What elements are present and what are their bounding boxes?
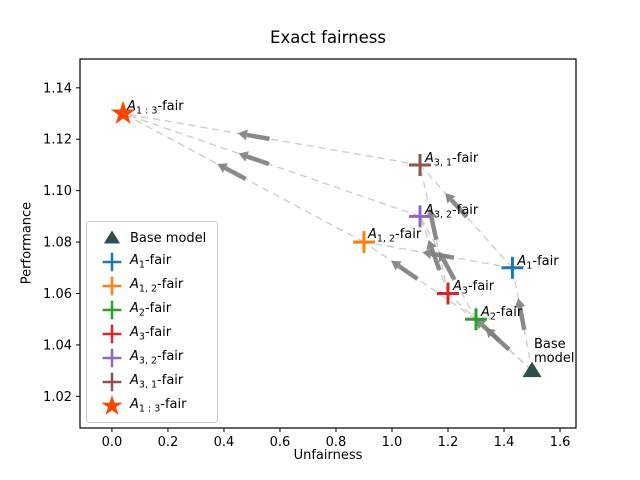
plot-border — [79, 58, 577, 429]
x-tick-label: 1.2 — [438, 435, 459, 450]
legend-label-base: Base model — [130, 230, 207, 246]
arrow-base-a3 — [475, 318, 501, 343]
x-axis-label: Unfairness — [293, 448, 363, 463]
legend-item-a31: A3, 1-fair — [91, 370, 217, 394]
point-label-a2: A2-fair — [481, 305, 523, 323]
legend-marker-a32 — [102, 348, 122, 368]
legend-item-a2: A2-fair — [91, 298, 217, 322]
y-tick-label: 1.10 — [43, 184, 72, 199]
legend-marker-base — [103, 230, 121, 244]
point-label-a3: A3-fair — [453, 278, 495, 297]
point-label-a31: A3, 1-fair — [425, 150, 479, 169]
marker-a2 — [465, 308, 488, 331]
y-axis-label: Performance — [19, 201, 35, 285]
marker-a3 — [437, 282, 460, 305]
legend-label-a12: A1, 2-fair — [130, 277, 184, 296]
legend-item-a32: A3, 2-fair — [91, 346, 217, 370]
arrow-base-a1 — [514, 298, 527, 331]
legend-item-base: Base model — [91, 226, 217, 250]
x-tick-label: 1.0 — [382, 435, 403, 450]
x-tick-label: 1.4 — [494, 435, 515, 450]
arrow-a31-a13 — [237, 129, 270, 142]
x-tick-label: 0.2 — [158, 435, 179, 450]
x-tick-label: 0.6 — [270, 435, 291, 450]
y-tick-label: 1.12 — [43, 133, 72, 148]
marker-base — [522, 361, 542, 378]
marker-a31 — [409, 153, 432, 176]
legend-label-a3: A3-fair — [130, 325, 172, 344]
legend-item-a12: A1, 2-fair — [91, 274, 217, 298]
marker-a12 — [352, 231, 375, 254]
x-tick-label: 0.0 — [102, 435, 123, 450]
y-tick-label: 1.04 — [43, 338, 72, 353]
arrow-a2-a32 — [438, 251, 457, 281]
edge-a2-a32 — [419, 216, 477, 320]
legend-marker-a2 — [102, 300, 122, 320]
edge-a2-a12 — [363, 241, 477, 320]
legend-marker-a3 — [102, 324, 122, 344]
legend-label-a1: A1-fair — [130, 253, 172, 272]
y-tick-label: 1.08 — [43, 236, 72, 251]
legend-marker-a12 — [102, 276, 122, 296]
chart-title: Exact fairness — [270, 28, 386, 47]
legend-label-a32: A3, 2-fair — [130, 349, 184, 368]
legend-marker-a31 — [102, 372, 122, 392]
point-label-a12: A1, 2-fair — [367, 227, 422, 245]
point-label-a13: A1 : 3-fair — [127, 98, 184, 117]
marker-a32 — [409, 205, 432, 228]
arrow-a1-a31 — [445, 193, 469, 219]
y-tick-label: 1.14 — [43, 81, 72, 96]
arrow-a3-a32 — [426, 239, 442, 271]
marker-a13 — [110, 100, 136, 124]
x-tick-label: 1.6 — [550, 435, 571, 450]
legend-item-a13: A1 : 3-fair — [91, 394, 217, 418]
arrow-a32-a13 — [238, 151, 270, 167]
arrow-a2-a12 — [391, 260, 419, 281]
x-tick-label: 0.8 — [326, 435, 347, 450]
legend: Base model A1-fair A1, 2-fair A2-fair A3-fai… — [86, 221, 218, 423]
legend-marker-a13 — [101, 395, 123, 415]
legend-label-a2: A2-fair — [130, 301, 172, 320]
legend-marker-a1 — [102, 252, 122, 272]
point-label-a1: A1-fair — [517, 253, 559, 272]
edge-a32-a13 — [122, 112, 421, 218]
legend-label-a31: A3, 1-fair — [130, 373, 184, 392]
edge-a31-a13 — [123, 112, 421, 166]
legend-item-a3: A3-fair — [91, 322, 217, 346]
point-label-a32: A3, 2-fair — [425, 203, 479, 221]
x-tick-label: 0.4 — [214, 435, 235, 450]
marker-a1 — [501, 256, 524, 279]
arrow-a12-a13 — [217, 163, 247, 181]
y-tick-label: 1.06 — [43, 287, 72, 302]
legend-item-a1: A1-fair — [91, 250, 217, 274]
y-tick-label: 1.02 — [43, 390, 72, 405]
point-label-base: Base model — [534, 336, 575, 366]
legend-label-a13: A1 : 3-fair — [130, 397, 187, 416]
